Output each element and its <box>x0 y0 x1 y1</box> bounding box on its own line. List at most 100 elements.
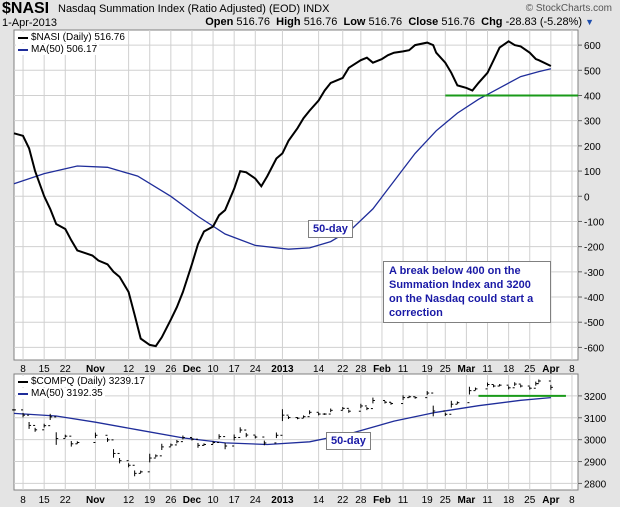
bottom-grid <box>14 374 578 490</box>
close-label: Close <box>408 16 439 28</box>
chg-value: -28.83 (-5.28%) <box>505 16 583 28</box>
x-tick-label: 24 <box>250 364 262 375</box>
x-tick-label: 22 <box>60 364 72 375</box>
bottom-series <box>12 379 566 477</box>
x-tick-label: 8 <box>20 364 26 375</box>
symbol-title: $NASI <box>2 0 50 17</box>
x-tick-label: 25 <box>440 364 452 375</box>
note-annotation: A break below 400 on the Summation Index… <box>383 261 551 323</box>
x-tick-label: Apr <box>542 495 559 506</box>
y-tick-label: 3000 <box>584 436 607 447</box>
x-tick-label: 25 <box>440 495 452 506</box>
top-legend-series-label: $NASI (Daily) 516.76 <box>31 32 125 43</box>
high-value: 516.76 <box>303 16 338 28</box>
x-tick-label: 11 <box>398 495 409 506</box>
x-tick-label: Nov <box>86 495 105 506</box>
open-label: Open <box>205 16 234 28</box>
y-tick-label: 200 <box>584 142 601 153</box>
x-tick-label: 11 <box>398 364 409 375</box>
x-tick-label: 28 <box>355 495 367 506</box>
x-tick-label: 11 <box>482 495 493 506</box>
bottom-legend-series-label: $COMPQ (Daily) 3239.17 <box>31 376 145 387</box>
x-tick-label: 12 <box>123 364 135 375</box>
top-grid <box>14 30 578 360</box>
black-line-swatch-icon <box>18 380 28 383</box>
x-tick-label: 22 <box>60 495 72 506</box>
y-tick-label: 600 <box>584 41 601 52</box>
x-tick-label: Nov <box>86 364 105 375</box>
bottom-legend-ma-label: MA(50) 3192.35 <box>31 388 103 399</box>
open-value: 516.76 <box>236 16 271 28</box>
x-tick-label: 19 <box>144 495 156 506</box>
nasi-line <box>13 40 552 348</box>
x-tick-label: 2013 <box>271 495 294 506</box>
x-tick-label: 8 <box>20 495 26 506</box>
x-tick-label: 15 <box>39 495 51 506</box>
top-y-ticks: -600 -500 -400 -300 -200 -100 0 100 200 300 400 500… <box>578 41 604 354</box>
ma-annotation-bottom: 50-day <box>326 432 371 450</box>
y-tick-label: -200 <box>584 243 604 254</box>
x-tick-label: 18 <box>503 364 515 375</box>
dropdown-arrow-icon[interactable]: ▼ <box>585 17 594 27</box>
top-legend-series: $NASI (Daily) 516.76 <box>16 32 127 43</box>
x-tick-label: 26 <box>165 495 177 506</box>
x-tick-label: 2013 <box>271 364 294 375</box>
blue-line-swatch-icon <box>18 392 28 395</box>
copyright: © StockCharts.com <box>525 3 612 14</box>
x-tick-label: 22 <box>337 364 349 375</box>
x-tick-label: 10 <box>207 495 219 506</box>
x-tick-label: 25 <box>524 495 536 506</box>
y-tick-label: 500 <box>584 66 601 77</box>
x-tick-label: 19 <box>144 364 156 375</box>
x-axis-bottom: 8 15 22 Nov 12 19 26 Dec 10 17 24 2013 14 22 28 Feb 11 19… <box>20 495 575 506</box>
x-tick-label: 11 <box>482 364 493 375</box>
x-tick-label: 26 <box>165 364 177 375</box>
bottom-plot-area <box>13 373 579 491</box>
ma-line <box>13 396 551 446</box>
x-tick-label: 12 <box>123 495 135 506</box>
x-tick-label: Dec <box>183 364 202 375</box>
y-tick-label: 300 <box>584 117 601 128</box>
x-tick-label: 8 <box>569 364 575 375</box>
x-tick-label: 15 <box>39 364 51 375</box>
x-tick-label: Dec <box>183 495 202 506</box>
x-axis-top: 8 15 22 Nov 12 19 26 Dec 10 17 24 2013 14 22 28 Feb 11 19… <box>20 364 575 375</box>
y-tick-label: -500 <box>584 318 604 329</box>
y-tick-label: 3200 <box>584 392 607 403</box>
x-tick-label: 14 <box>313 495 325 506</box>
y-tick-label: 2800 <box>584 479 607 490</box>
x-tick-label: 19 <box>422 364 434 375</box>
x-tick-label: 28 <box>355 364 367 375</box>
x-tick-label: 18 <box>503 495 515 506</box>
y-tick-label: 2900 <box>584 458 607 469</box>
top-legend-ma: MA(50) 506.17 <box>16 44 100 55</box>
x-tick-label: 14 <box>313 364 325 375</box>
bottom-y-ticks: 2800 2900 3000 3100 3200 <box>578 392 607 490</box>
x-tick-label: Feb <box>373 364 391 375</box>
y-tick-label: 400 <box>584 91 601 102</box>
close-value: 516.76 <box>441 16 475 28</box>
index-name: Nasdaq Summation Index (Ratio Adjusted) … <box>58 3 330 15</box>
y-tick-label: -100 <box>584 217 604 228</box>
y-tick-label: -600 <box>584 343 604 354</box>
top-panel: -600 -500 -400 -300 -200 -100 0 100 200 300 400 500… <box>13 29 604 361</box>
blue-line-swatch-icon <box>18 48 28 51</box>
x-tick-label: Feb <box>373 495 391 506</box>
x-tick-label: Mar <box>458 364 476 375</box>
x-tick-label: Mar <box>458 495 476 506</box>
y-tick-label: -300 <box>584 268 604 279</box>
low-value: 516.76 <box>368 16 403 28</box>
x-tick-label: 10 <box>207 364 219 375</box>
chart-date: 1-Apr-2013 <box>2 17 58 29</box>
x-tick-label: 19 <box>422 495 434 506</box>
y-tick-label: 3100 <box>584 414 607 425</box>
ma-annotation-top: 50-day <box>308 220 353 238</box>
y-tick-label: 100 <box>584 167 601 178</box>
bottom-legend-ma: MA(50) 3192.35 <box>16 388 105 399</box>
x-tick-label: Apr <box>542 364 559 375</box>
bottom-panel: 2800 2900 3000 3100 3200 <box>12 373 607 491</box>
y-tick-label: 0 <box>584 192 590 203</box>
ohlc-readout: Open 516.76 High 516.76 Low 516.76 Close… <box>205 16 594 28</box>
x-tick-label: 17 <box>229 364 241 375</box>
